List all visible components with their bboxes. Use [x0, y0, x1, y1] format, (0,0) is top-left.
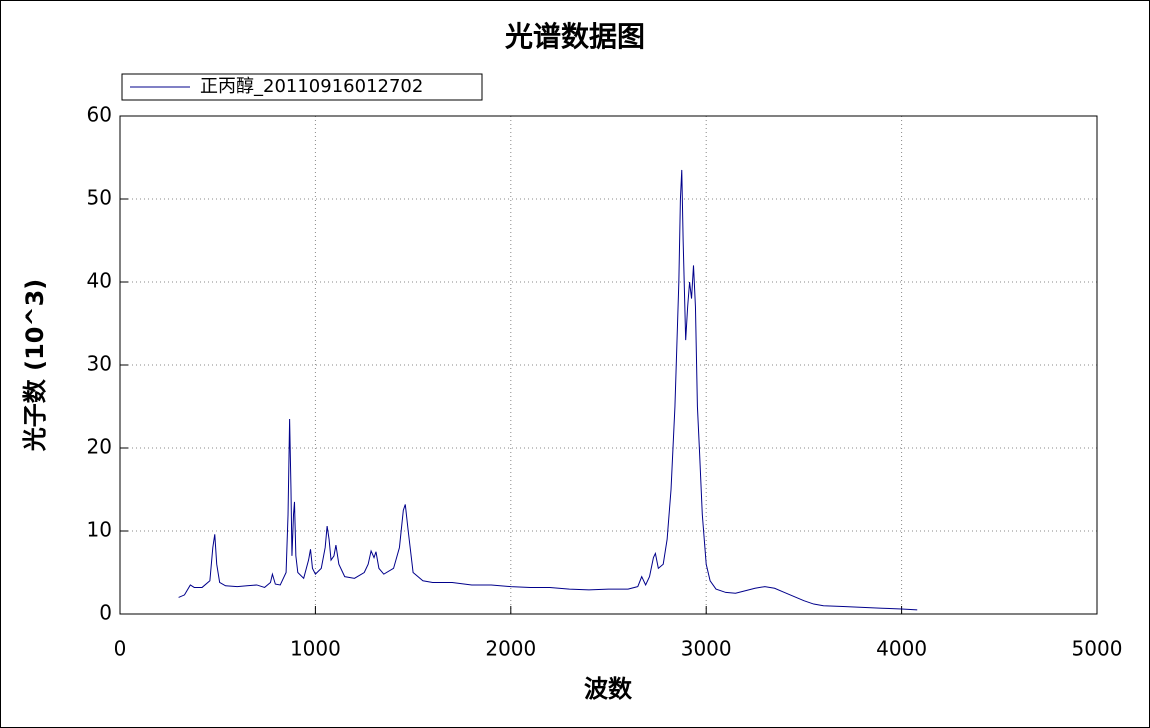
- chart-title: 光谱数据图: [504, 20, 645, 53]
- x-tick-label: 2000: [485, 637, 536, 661]
- y-tick-label: 20: [87, 435, 112, 459]
- y-tick-label: 30: [87, 352, 112, 376]
- x-tick-label: 5000: [1072, 637, 1123, 661]
- x-tick-label: 1000: [290, 637, 341, 661]
- y-tick-label: 10: [87, 518, 112, 542]
- x-tick-label: 4000: [876, 637, 927, 661]
- y-tick-label: 60: [87, 103, 112, 127]
- y-tick-label: 50: [87, 186, 112, 210]
- x-tick-label: 0: [114, 637, 127, 661]
- y-axis-label: 光子数 (10^3): [21, 279, 49, 453]
- data-line: [178, 169, 918, 611]
- plot-area: [119, 115, 1098, 615]
- y-tick-label: 0: [99, 601, 112, 625]
- legend-label: 正丙醇_20110916012702: [200, 76, 423, 97]
- x-tick-label: 3000: [681, 637, 732, 661]
- y-tick-label: 40: [87, 269, 112, 293]
- x-axis-label: 波数: [584, 675, 633, 703]
